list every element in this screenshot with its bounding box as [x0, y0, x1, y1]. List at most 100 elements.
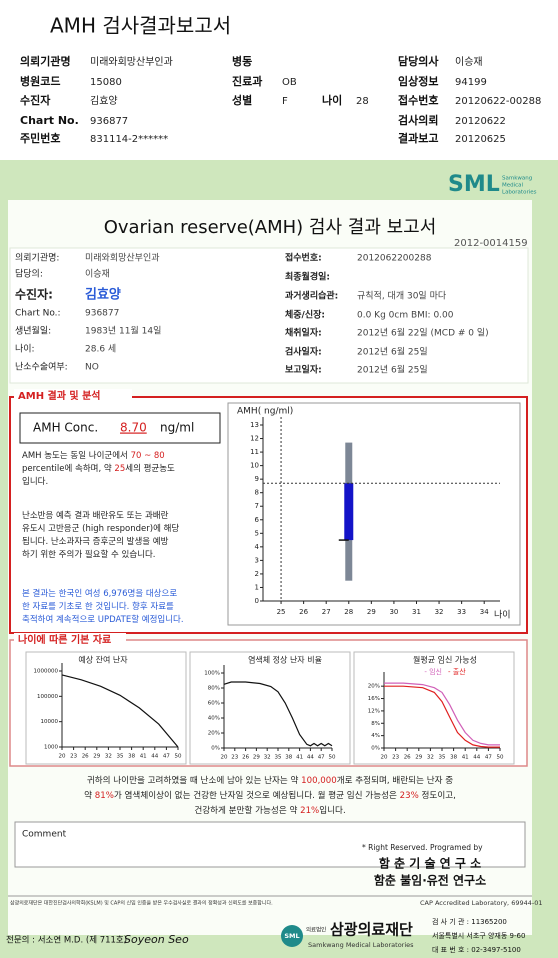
x-tick-label: 23	[392, 755, 399, 761]
x-tick-label: 27	[322, 608, 331, 616]
y-tick-label: 100000	[37, 694, 58, 700]
field-value: 936877	[90, 116, 128, 127]
info-value: 이승재	[85, 269, 110, 280]
x-tick-label: 33	[457, 608, 466, 616]
info-label: 체중/신장:	[285, 309, 325, 321]
info-label: 채취일자:	[285, 327, 322, 339]
x-tick-label: 44	[151, 754, 158, 760]
y-tick-label: 0	[255, 597, 259, 605]
doctor: 전문의 : 서소연 M.D. (제 711호)	[6, 935, 127, 946]
info-label: 최종월경일:	[285, 271, 330, 283]
org-name: 삼광의료재단	[330, 921, 413, 939]
summary-line: 건강하게 분만할 가능성은 약 21%입니다.	[194, 804, 345, 816]
y-tick-label: 4	[255, 543, 260, 551]
x-tick-label: 47	[318, 755, 325, 761]
y-tick-label: 6	[255, 516, 260, 524]
patient-panel	[9, 247, 529, 384]
y-tick-label: 12	[250, 435, 259, 443]
section-label: AMH 결과 및 분석	[18, 389, 101, 402]
comment-box	[14, 821, 526, 868]
field-value: 94199	[455, 77, 487, 88]
report-title: Ovarian reserve(AMH) 검사 결과 보고서	[104, 217, 437, 238]
rights: * Right Reserved. Programed by	[362, 843, 483, 852]
y-tick-label: 8	[255, 489, 259, 497]
corp-type: 의료법인	[306, 926, 326, 934]
lab-name: 함 춘 기 술 연 구 소	[379, 856, 481, 871]
chart-title: 월평균 임신 가능성	[413, 655, 477, 665]
x-tick-label: 25	[277, 608, 286, 616]
x-tick-label: 29	[93, 754, 100, 760]
text-span: 입니다.	[22, 476, 48, 487]
highlight: 70 ~ 80	[131, 451, 165, 461]
text-span: AMH 농도는 동일 나이군에서	[22, 450, 131, 461]
x-tick-label: 32	[264, 755, 271, 761]
legend-label: 출산	[453, 667, 466, 676]
text-span: 유도시 고반응군 (high responder)에 해당	[22, 523, 179, 534]
report-number: 2012-0014159	[454, 238, 528, 249]
logo-caption: Medical	[502, 183, 524, 189]
y-tick-label: 100%	[204, 671, 220, 677]
text-span: 세의 평균농도	[125, 463, 175, 474]
text-span: 축적하여 계속적으로 UPDATE할 예정입니다.	[22, 614, 184, 625]
info-value: 2012062200288	[357, 254, 432, 264]
x-tick-label: 50	[329, 755, 336, 761]
x-tick-label: 26	[404, 755, 411, 761]
analysis-line: 한 자료를 기초로 한 것입니다. 향후 자료를	[22, 601, 174, 612]
field-value: 김효양	[90, 95, 118, 107]
small-chart-frame	[353, 651, 515, 765]
info-label: 보고일자:	[285, 364, 322, 376]
field-value: 20120622	[455, 116, 506, 127]
field-label: 주민번호	[20, 131, 60, 145]
info-label: 생년월일:	[15, 325, 51, 337]
field-label: 나이	[322, 93, 342, 107]
logo: SML	[448, 172, 500, 197]
highlight: 25	[114, 464, 125, 474]
analysis-line: 됩니다. 난소과자극 증후군의 발생을 예방	[22, 536, 169, 547]
text-span: 본 결과는 한국인 여성 6,976명을 대상으로	[22, 588, 177, 599]
x-tick-label: 47	[485, 755, 492, 761]
field-value: 28	[356, 96, 369, 107]
x-tick-label: 31	[412, 608, 421, 616]
y-tick-label: 40%	[208, 716, 220, 722]
x-axis-label: 나이	[494, 610, 511, 621]
info-label: 의뢰기관명:	[15, 253, 59, 264]
chart-title: 예상 잔여 난자	[78, 655, 128, 665]
x-tick-label: 30	[389, 608, 398, 616]
y-tick-label: 11	[250, 448, 259, 456]
info-value: 936877	[85, 309, 119, 319]
field-value: 미래와회망산부인과	[90, 56, 173, 68]
y-tick-label: 2	[255, 570, 259, 578]
info-label: 나이:	[15, 344, 35, 355]
info-value: 2012년 6월 25일	[357, 346, 428, 358]
analysis-line: 축적하여 계속적으로 UPDATE할 예정입니다.	[22, 614, 184, 625]
x-tick-label: 44	[473, 755, 480, 761]
info-value: 미래와회망산부인과	[85, 252, 160, 264]
contact: 대 표 번 호 : 02-3497-5100	[432, 945, 521, 954]
text-span: percentile에 속하며, 약	[22, 463, 114, 474]
field-value: OB	[282, 77, 297, 88]
amh-chart-frame	[227, 402, 521, 626]
amh-conc-unit: ng/ml	[160, 421, 194, 435]
x-tick-label: 26	[242, 755, 249, 761]
x-tick-label: 35	[117, 754, 124, 760]
amh-conc-box	[19, 412, 221, 444]
info-value: 0.0 Kg 0cm BMI: 0.00	[357, 311, 454, 321]
info-value: 2012년 6월 25일	[357, 364, 428, 376]
x-tick-label: 44	[307, 755, 314, 761]
y-tick-label: 10	[250, 462, 259, 470]
y-tick-label: 20%	[208, 731, 220, 737]
x-tick-label: 41	[296, 755, 303, 761]
x-tick-label: 38	[128, 754, 135, 760]
legend-dash: -	[424, 668, 429, 676]
analysis-line: AMH 농도는 동일 나이군에서 70 ~ 80	[22, 450, 165, 461]
field-label: 담당의사	[398, 54, 439, 68]
info-value: 김효양	[85, 288, 121, 303]
y-tick-label: 12%	[368, 708, 380, 714]
range-bar	[344, 483, 354, 541]
info-value: 1983년 11월 14일	[85, 325, 161, 337]
x-tick-label: 20	[381, 755, 388, 761]
field-label: 병원코드	[20, 74, 60, 88]
field-value: 20120625	[455, 134, 506, 145]
info-label: Chart No.:	[15, 309, 61, 319]
